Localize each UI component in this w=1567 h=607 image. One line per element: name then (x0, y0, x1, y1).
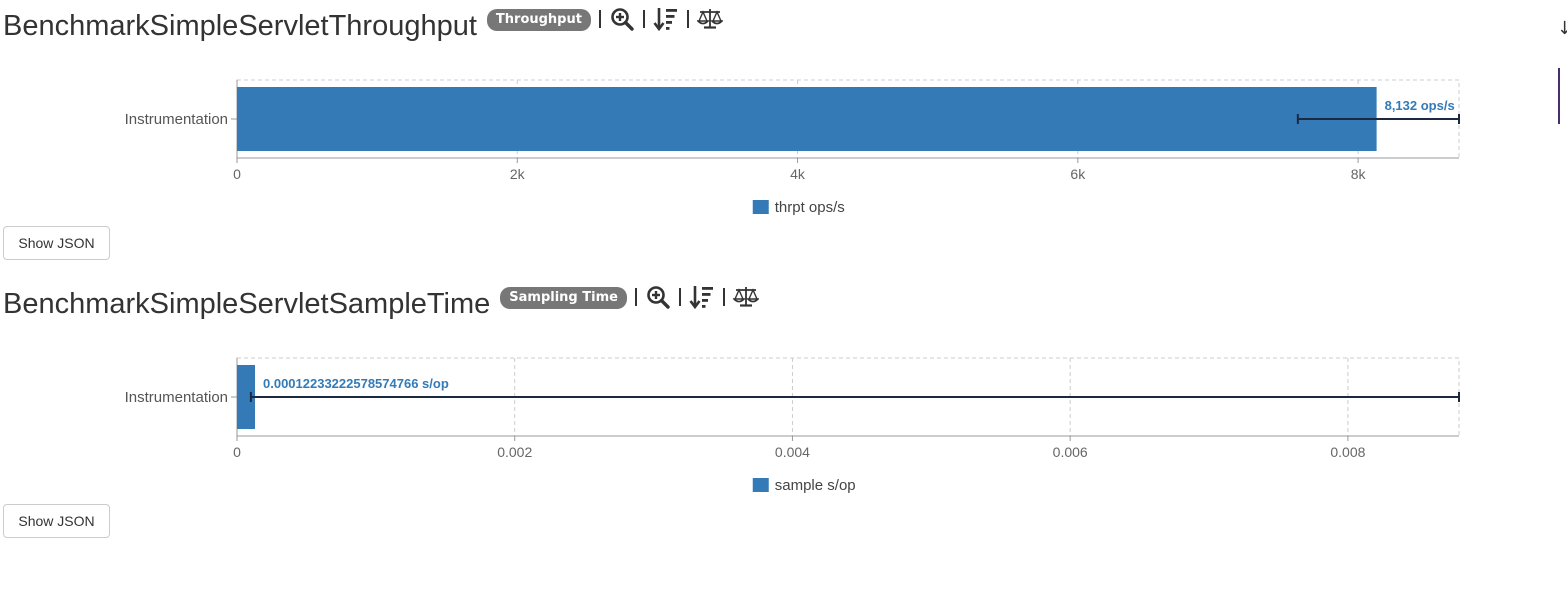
legend-swatch (752, 200, 769, 214)
toolbar-separator (634, 288, 637, 306)
sort-descending-icon[interactable] (653, 6, 679, 32)
sort-descending-icon[interactable] (689, 284, 715, 310)
mode-badge: Throughput (486, 9, 591, 31)
x-tick-label: 0.004 (775, 444, 810, 460)
show-json-button[interactable]: Show JSON (3, 504, 110, 538)
legend-label: sample s/op (775, 477, 856, 494)
x-tick-label: 6k (1070, 166, 1086, 182)
x-tick-label: 8k (1351, 166, 1367, 182)
balance-scale-icon[interactable] (732, 284, 759, 310)
scroll-down-arrow-icon[interactable]: ↓ (1557, 18, 1567, 39)
legend-swatch (752, 478, 769, 492)
mode-badge: Sampling Time (500, 287, 627, 309)
x-tick-label: 0.008 (1330, 444, 1365, 460)
chart-title: BenchmarkSimpleServletThroughput (3, 10, 477, 42)
zoom-in-icon[interactable] (609, 6, 635, 32)
data-bar (237, 87, 1377, 151)
x-tick-label: 4k (790, 166, 806, 182)
toolbar-separator (722, 288, 725, 306)
toolbar-separator (598, 10, 601, 28)
chart-header: BenchmarkSimpleServletThroughput Through… (3, 4, 723, 48)
data-label: 0.00012233222578574766 s/op (263, 376, 449, 391)
toolbar-separator (686, 10, 689, 28)
toolbar-separator (678, 288, 681, 306)
chart-title: BenchmarkSimpleServletSampleTime (3, 288, 491, 320)
side-accent-bar (1558, 68, 1560, 124)
balance-scale-icon[interactable] (696, 6, 723, 32)
throughput-bar-chart: 0 2k 4k 6k 8k Instrumentation 8,132 ops/s thrpt… (125, 79, 1460, 216)
sampletime-bar-chart: 0 0.002 0.004 0.006 0.008 Instrumentation 0.00… (125, 357, 1460, 494)
legend-label: thrpt ops/s (775, 199, 845, 216)
zoom-in-icon[interactable] (645, 284, 671, 310)
x-tick-label: 0.006 (1053, 444, 1088, 460)
data-bar (237, 365, 255, 429)
category-label: Instrumentation (125, 389, 228, 406)
x-tick-label: 0 (233, 166, 241, 182)
category-label: Instrumentation (125, 111, 228, 128)
toolbar-separator (642, 10, 645, 28)
show-json-button[interactable]: Show JSON (3, 226, 110, 260)
data-label: 8,132 ops/s (1385, 98, 1455, 113)
x-tick-label: 0 (233, 444, 241, 460)
x-tick-label: 2k (510, 166, 526, 182)
chart-header: BenchmarkSimpleServletSampleTime Samplin… (3, 282, 759, 326)
x-tick-label: 0.002 (497, 444, 532, 460)
